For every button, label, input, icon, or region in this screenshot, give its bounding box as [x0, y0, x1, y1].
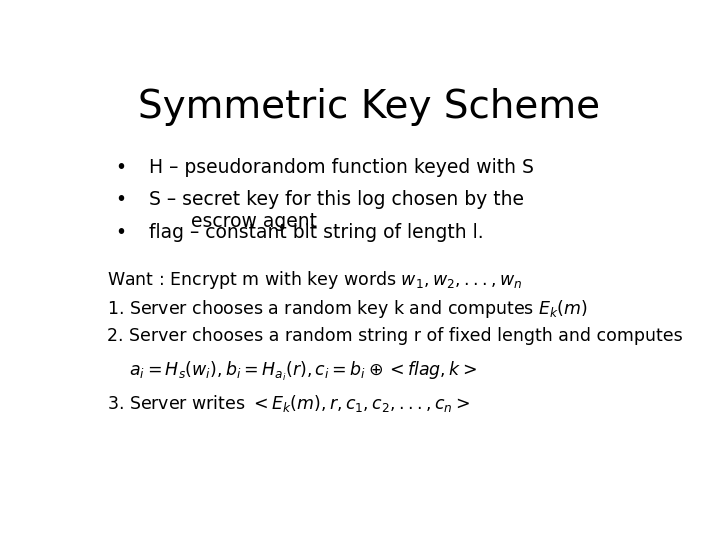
Text: $a_i = H_s(w_i), b_i = H_{a_i}(r), c_i = b_i \oplus < flag, k >$: $a_i = H_s(w_i), b_i = H_{a_i}(r), c_i =…	[107, 360, 477, 383]
Text: •: •	[115, 223, 126, 242]
Text: S – secret key for this log chosen by the
       escrow agent: S – secret key for this log chosen by th…	[148, 190, 523, 231]
Text: Want : Encrypt m with key words $w_1, w_2, ..., w_n$: Want : Encrypt m with key words $w_1, w_…	[107, 268, 522, 291]
Text: •: •	[115, 158, 126, 177]
Text: 1. Server chooses a random key k and computes $E_k(m)$: 1. Server chooses a random key k and com…	[107, 298, 588, 320]
Text: Symmetric Key Scheme: Symmetric Key Scheme	[138, 87, 600, 126]
Text: 2. Server chooses a random string r of fixed length and computes: 2. Server chooses a random string r of f…	[107, 327, 683, 345]
Text: flag – constant bit string of length l.: flag – constant bit string of length l.	[148, 223, 483, 242]
Text: H – pseudorandom function keyed with S: H – pseudorandom function keyed with S	[148, 158, 534, 177]
Text: 3. Server writes $< E_k(m), r, c_1, c_2, ..., c_n >$: 3. Server writes $< E_k(m), r, c_1, c_2,…	[107, 393, 470, 414]
Text: •: •	[115, 190, 126, 208]
